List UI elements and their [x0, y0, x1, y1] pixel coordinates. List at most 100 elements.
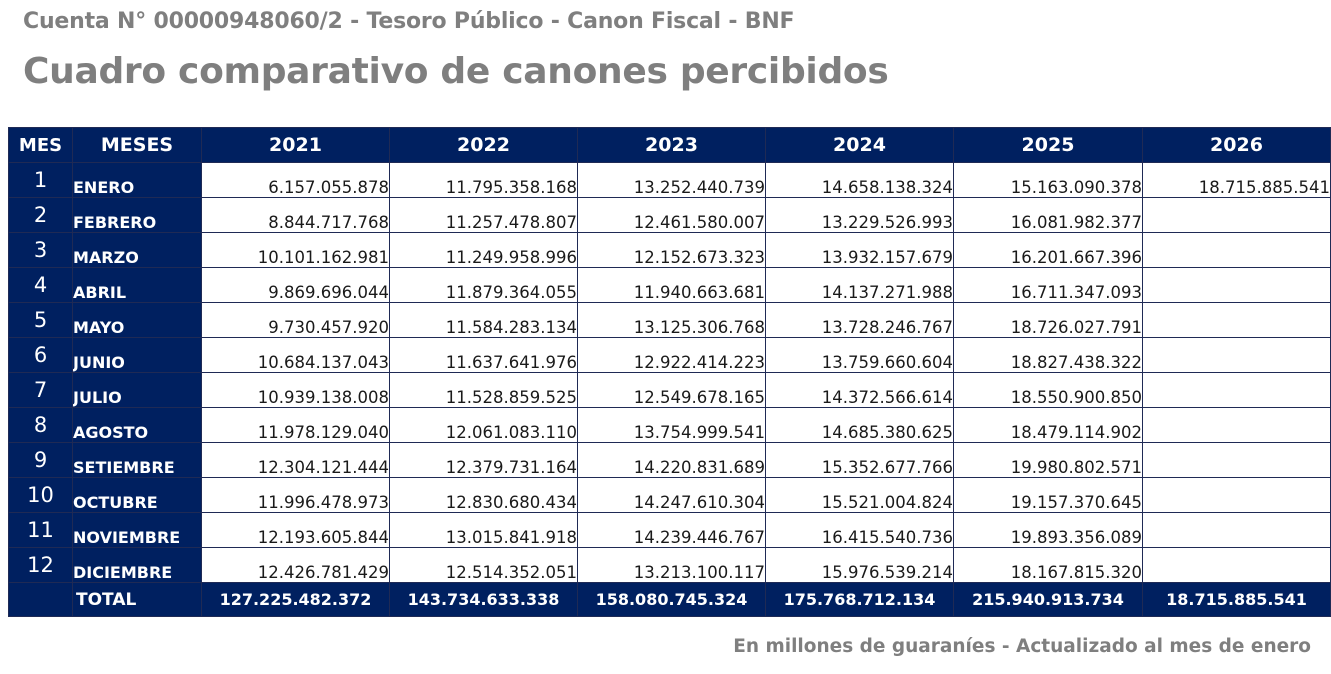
column-header-2025: 2025 — [953, 127, 1143, 163]
month-number-cell: 9 — [8, 442, 73, 478]
month-number-cell: 1 — [8, 162, 73, 198]
total-row: TOTAL 127.225.482.372 143.734.633.338 158.0… — [8, 582, 1331, 617]
value-cell: 18.827.438.322 — [953, 337, 1143, 373]
table-row: 9 SETIEMBRE 12.304.121.444 12.379.731.164 14… — [8, 442, 1331, 478]
value-cell — [1142, 232, 1331, 268]
month-number-cell: 10 — [8, 477, 73, 513]
month-number-cell: 8 — [8, 407, 73, 443]
value-cell — [1142, 477, 1331, 513]
month-name-cell: ABRIL — [72, 267, 202, 303]
value-cell — [1142, 267, 1331, 303]
value-cell: 10.684.137.043 — [201, 337, 390, 373]
value-cell: 11.637.641.976 — [389, 337, 578, 373]
table-row: 12 DICIEMBRE 12.426.781.429 12.514.352.051 1… — [8, 547, 1331, 583]
value-cell — [1142, 337, 1331, 373]
total-value-cell: 127.225.482.372 — [201, 582, 390, 617]
month-name-cell: DICIEMBRE — [72, 547, 202, 583]
value-cell: 11.978.129.040 — [201, 407, 390, 443]
month-number-cell: 3 — [8, 232, 73, 268]
value-cell: 16.711.347.093 — [953, 267, 1143, 303]
value-cell: 11.249.958.996 — [389, 232, 578, 268]
table-row: 3 MARZO 10.101.162.981 11.249.958.996 12.152… — [8, 232, 1331, 268]
value-cell: 18.726.027.791 — [953, 302, 1143, 338]
column-header-2023: 2023 — [577, 127, 766, 163]
value-cell: 10.939.138.008 — [201, 372, 390, 408]
value-cell: 13.759.660.604 — [765, 337, 954, 373]
page-title: Cuadro comparativo de canones percibidos — [23, 51, 889, 92]
value-cell: 11.528.859.525 — [389, 372, 578, 408]
value-cell: 16.081.982.377 — [953, 197, 1143, 233]
value-cell: 12.304.121.444 — [201, 442, 390, 478]
value-cell: 9.730.457.920 — [201, 302, 390, 338]
value-cell — [1142, 512, 1331, 548]
header-row: MES MESES 2021 2022 2023 2024 2025 2026 — [8, 127, 1331, 163]
total-value-cell: 18.715.885.541 — [1142, 582, 1331, 617]
account-subtitle: Cuenta N° 00000948060/2 - Tesoro Público… — [23, 9, 795, 34]
month-number-cell: 2 — [8, 197, 73, 233]
table-row: 1 ENERO 6.157.055.878 11.795.358.168 13.252.… — [8, 162, 1331, 198]
column-header-mes: MES — [8, 127, 73, 163]
value-cell: 18.167.815.320 — [953, 547, 1143, 583]
value-cell: 13.932.157.679 — [765, 232, 954, 268]
month-name-cell: JUNIO — [72, 337, 202, 373]
month-number-cell: 5 — [8, 302, 73, 338]
value-cell — [1142, 442, 1331, 478]
table-row: 5 MAYO 9.730.457.920 11.584.283.134 13.125.3… — [8, 302, 1331, 338]
table-row: 11 NOVIEMBRE 12.193.605.844 13.015.841.918 1… — [8, 512, 1331, 548]
table-row: 4 ABRIL 9.869.696.044 11.879.364.055 11.940.… — [8, 267, 1331, 303]
value-cell: 13.252.440.739 — [577, 162, 766, 198]
month-number-cell: 12 — [8, 547, 73, 583]
total-label: TOTAL — [72, 582, 202, 617]
value-cell: 12.379.731.164 — [389, 442, 578, 478]
value-cell: 9.869.696.044 — [201, 267, 390, 303]
month-name-cell: AGOSTO — [72, 407, 202, 443]
value-cell: 14.220.831.689 — [577, 442, 766, 478]
value-cell: 12.152.673.323 — [577, 232, 766, 268]
value-cell: 12.514.352.051 — [389, 547, 578, 583]
value-cell — [1142, 302, 1331, 338]
value-cell: 12.193.605.844 — [201, 512, 390, 548]
month-name-cell: MARZO — [72, 232, 202, 268]
value-cell — [1142, 197, 1331, 233]
value-cell: 11.879.364.055 — [389, 267, 578, 303]
value-cell: 12.461.580.007 — [577, 197, 766, 233]
column-header-meses: MESES — [72, 127, 202, 163]
column-header-2021: 2021 — [201, 127, 390, 163]
value-cell: 10.101.162.981 — [201, 232, 390, 268]
total-value-cell: 158.080.745.324 — [577, 582, 766, 617]
value-cell: 12.922.414.223 — [577, 337, 766, 373]
value-cell: 11.940.663.681 — [577, 267, 766, 303]
value-cell: 13.728.246.767 — [765, 302, 954, 338]
value-cell: 19.893.356.089 — [953, 512, 1143, 548]
value-cell: 8.844.717.768 — [201, 197, 390, 233]
value-cell: 16.415.540.736 — [765, 512, 954, 548]
value-cell — [1142, 372, 1331, 408]
value-cell: 6.157.055.878 — [201, 162, 390, 198]
month-name-cell: SETIEMBRE — [72, 442, 202, 478]
month-number-cell: 11 — [8, 512, 73, 548]
month-name-cell: ENERO — [72, 162, 202, 198]
value-cell: 14.137.271.988 — [765, 267, 954, 303]
footer-note: En millones de guaraníes - Actualizado a… — [733, 636, 1311, 657]
month-number-cell: 7 — [8, 372, 73, 408]
value-cell: 14.239.446.767 — [577, 512, 766, 548]
month-name-cell: NOVIEMBRE — [72, 512, 202, 548]
total-blank-cell — [8, 582, 73, 617]
total-value-cell: 143.734.633.338 — [389, 582, 578, 617]
value-cell: 12.426.781.429 — [201, 547, 390, 583]
month-name-cell: MAYO — [72, 302, 202, 338]
value-cell: 12.549.678.165 — [577, 372, 766, 408]
value-cell: 13.213.100.117 — [577, 547, 766, 583]
value-cell: 19.157.370.645 — [953, 477, 1143, 513]
table-row: 2 FEBRERO 8.844.717.768 11.257.478.807 12.46… — [8, 197, 1331, 233]
value-cell — [1142, 547, 1331, 583]
column-header-2026: 2026 — [1142, 127, 1331, 163]
total-value-cell: 175.768.712.134 — [765, 582, 954, 617]
value-cell: 11.584.283.134 — [389, 302, 578, 338]
value-cell: 11.996.478.973 — [201, 477, 390, 513]
value-cell: 15.352.677.766 — [765, 442, 954, 478]
value-cell: 14.247.610.304 — [577, 477, 766, 513]
value-cell: 13.754.999.541 — [577, 407, 766, 443]
value-cell — [1142, 407, 1331, 443]
total-value-cell: 215.940.913.734 — [953, 582, 1143, 617]
